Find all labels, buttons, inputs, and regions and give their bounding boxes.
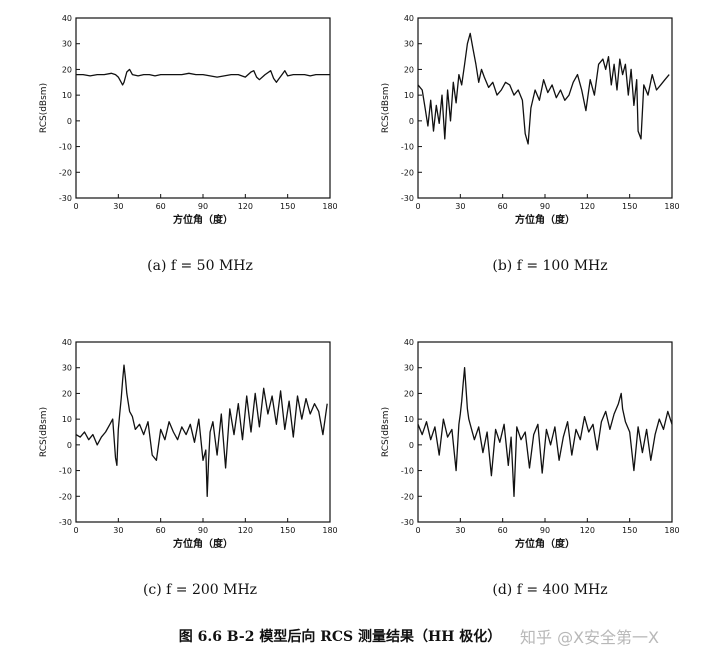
chart-d-frame <box>417 341 673 523</box>
chart-c-xtick-label: 180 <box>322 526 337 535</box>
chart-a-ytick-label: -10 <box>59 143 72 152</box>
chart-c-xtick-label: 60 <box>156 526 166 535</box>
chart-a-ytick-label: 40 <box>62 14 72 23</box>
chart-c-ytick-label: -10 <box>59 467 72 476</box>
chart-a-frame <box>75 17 331 199</box>
chart-b-series-line <box>417 32 670 145</box>
chart-d-xlabel: 方位角（度） <box>515 537 575 550</box>
chart-b-ytick-label: 0 <box>409 117 414 126</box>
chart-b-xtick-label: 30 <box>455 202 465 211</box>
chart-c: -30 -20 -10 0 10 20 30 40 0 30 60 90 120 150 180 方位角（度）… <box>20 332 350 572</box>
chart-c-ytick-label: -20 <box>59 492 72 501</box>
chart-d-xtick-label: 60 <box>498 526 508 535</box>
chart-c-svg: -30 -20 -10 0 10 20 30 40 0 30 60 90 120 150 180 方位角（度）… <box>39 338 338 550</box>
chart-d-ylabel: RCS(dBsm) <box>381 407 391 457</box>
chart-c-ylabel: RCS(dBsm) <box>39 407 49 457</box>
chart-a-xtick-label: 180 <box>322 202 337 211</box>
chart-a-xtick-label: 90 <box>198 202 208 211</box>
chart-a-xlabel: 方位角（度） <box>173 213 233 226</box>
figure-caption: 图 6.6 B-2 模型后向 RCS 测量结果（HH 极化） <box>178 629 502 645</box>
chart-a-ytick-label: 30 <box>62 40 72 49</box>
chart-d-caption: (d) f = 400 MHz <box>492 582 608 598</box>
chart-a-ytick-label: -20 <box>59 168 72 177</box>
chart-c-ytick-label: 0 <box>67 441 72 450</box>
chart-b-svg: -30 -20 -10 0 10 20 30 40 0 30 60 90 120 150 180 方位角（度）… <box>381 14 680 226</box>
chart-b-ytick-label: 30 <box>404 40 414 49</box>
chart-d-ytick-label: 40 <box>404 338 414 347</box>
chart-d-xtick-label: 120 <box>580 526 595 535</box>
chart-d-ytick-label: 0 <box>409 441 414 450</box>
chart-d-ytick-label: -30 <box>401 518 414 527</box>
chart-a-xtick-label: 120 <box>238 202 253 211</box>
chart-a-caption: (a) f = 50 MHz <box>147 258 253 274</box>
chart-d-ytick-label: -10 <box>401 467 414 476</box>
chart-d-ytick-label: 10 <box>404 415 414 424</box>
watermark: 知乎 @X安全第一X <box>520 628 660 647</box>
chart-c-xtick-label: 0 <box>73 526 78 535</box>
chart-a-ytick-label: 0 <box>67 117 72 126</box>
chart-c-xlabel: 方位角（度） <box>173 537 233 550</box>
chart-d-xtick-label: 90 <box>540 526 550 535</box>
chart-c-ytick-label: 40 <box>62 338 72 347</box>
chart-b-xtick-label: 60 <box>498 202 508 211</box>
chart-a-xtick-label: 150 <box>280 202 295 211</box>
chart-b-ytick-label: -10 <box>401 143 414 152</box>
chart-d-series-line <box>417 367 673 497</box>
chart-d-ytick-label: -20 <box>401 492 414 501</box>
chart-d-xtick-label: 150 <box>622 526 637 535</box>
chart-c-ytick-label: 10 <box>62 415 72 424</box>
chart-a-ylabel: RCS(dBsm) <box>39 83 49 133</box>
chart-b-xtick-label: 90 <box>540 202 550 211</box>
chart-c-series-line <box>75 364 328 497</box>
chart-b-ytick-label: -20 <box>401 168 414 177</box>
chart-b: -30 -20 -10 0 10 20 30 40 0 30 60 90 120 150 180 方位角（度）… <box>362 8 692 248</box>
chart-d: -30 -20 -10 0 10 20 30 40 0 30 60 90 120 150 180 方位角（度）… <box>362 332 692 572</box>
chart-a-xtick-label: 0 <box>73 202 78 211</box>
chart-c-xtick-label: 90 <box>198 526 208 535</box>
chart-b-xtick-label: 120 <box>580 202 595 211</box>
chart-a-svg: -30 -20 -10 0 10 20 30 40 0 30 60 90 120 150 180 方位角（度）… <box>39 14 338 226</box>
chart-b-ytick-label: 40 <box>404 14 414 23</box>
chart-b-ytick-label: 10 <box>404 91 414 100</box>
chart-c-caption: (c) f = 200 MHz <box>142 582 258 598</box>
chart-c-ytick-label: 30 <box>62 364 72 373</box>
chart-a-xtick-label: 30 <box>113 202 123 211</box>
chart-d-ytick-label: 30 <box>404 364 414 373</box>
chart-c-ytick-label: 20 <box>62 389 72 398</box>
chart-d-xtick-label: 0 <box>415 526 420 535</box>
chart-b-ytick-label: 20 <box>404 65 414 74</box>
chart-a-xtick-label: 60 <box>156 202 166 211</box>
chart-b-xtick-label: 0 <box>415 202 420 211</box>
chart-d-ytick-label: 20 <box>404 389 414 398</box>
chart-b-frame <box>417 17 673 199</box>
chart-b-xtick-label: 180 <box>664 202 679 211</box>
chart-b-ylabel: RCS(dBsm) <box>381 83 391 133</box>
chart-b-xlabel: 方位角（度） <box>515 213 575 226</box>
chart-a: -30 -20 -10 0 10 20 30 40 0 30 60 90 120 150 180 方位角（度）… <box>20 8 350 248</box>
chart-b-ytick-label: -30 <box>401 194 414 203</box>
chart-c-ytick-label: -30 <box>59 518 72 527</box>
chart-b-caption: (b) f = 100 MHz <box>492 258 608 274</box>
chart-d-xtick-label: 180 <box>664 526 679 535</box>
chart-c-xtick-label: 30 <box>113 526 123 535</box>
chart-a-ytick-label: -30 <box>59 194 72 203</box>
chart-c-xtick-label: 150 <box>280 526 295 535</box>
chart-d-xtick-label: 30 <box>455 526 465 535</box>
chart-d-svg: -30 -20 -10 0 10 20 30 40 0 30 60 90 120 150 180 方位角（度）… <box>381 338 680 550</box>
chart-a-ytick-label: 10 <box>62 91 72 100</box>
chart-c-xtick-label: 120 <box>238 526 253 535</box>
chart-a-series-line <box>76 68 330 86</box>
chart-b-xtick-label: 150 <box>622 202 637 211</box>
chart-a-ytick-label: 20 <box>62 65 72 74</box>
